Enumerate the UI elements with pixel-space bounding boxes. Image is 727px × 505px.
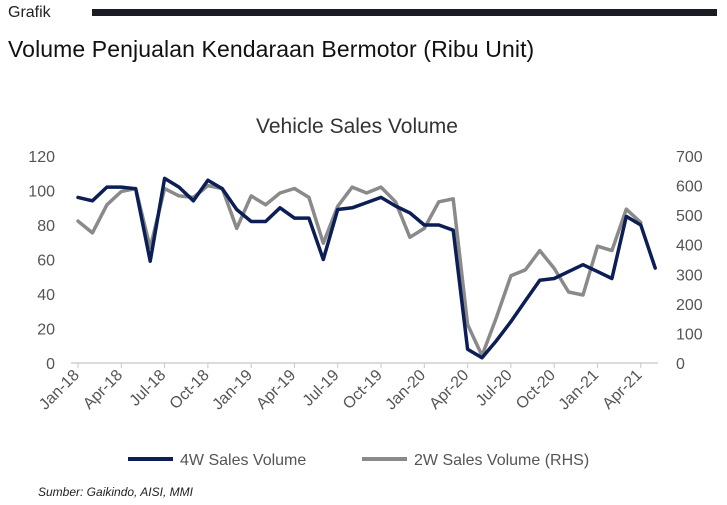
y-left-tick-label: 100: [28, 184, 55, 201]
y-left-ticks: 0 20 40 60 80 100 120: [28, 149, 55, 373]
x-tick-label: Jan-21: [556, 367, 603, 414]
series-line-2w: [76, 183, 643, 358]
y-right-tick-label: 600: [676, 179, 703, 196]
legend-label-4w: 4W Sales Volume: [180, 452, 306, 469]
header-rule: [92, 9, 717, 16]
y-right-tick-label: 300: [676, 267, 703, 284]
y-left-tick-label: 120: [28, 149, 55, 166]
y-left-tick-label: 20: [37, 322, 55, 339]
section-label: Grafik: [8, 4, 51, 21]
y-right-tick-label: 700: [676, 149, 703, 166]
x-tick-label: Jul-20: [473, 367, 516, 410]
y-right-ticks: 0 100 200 300 400 500 600 700: [676, 149, 703, 373]
x-tick-label: Jul-18: [127, 367, 170, 410]
x-tick-label: Apr-18: [80, 367, 126, 413]
series-line-4w: [76, 176, 657, 360]
y-right-tick-label: 200: [676, 297, 703, 314]
y-left-tick-label: 60: [37, 253, 55, 270]
page-title: Volume Penjualan Kendaraan Bermotor (Rib…: [8, 36, 535, 62]
legend-label-2w: 2W Sales Volume (RHS): [414, 452, 589, 469]
x-tick-label: Jan-20: [383, 367, 430, 414]
legend: 4W Sales Volume 2W Sales Volume (RHS): [128, 452, 589, 469]
x-tick-label: Apr-19: [253, 367, 299, 413]
x-tick-label: Jan-18: [36, 367, 83, 414]
x-tick-label: Oct-20: [513, 367, 559, 413]
y-right-tick-label: 0: [676, 356, 685, 373]
chart-title: Vehicle Sales Volume: [256, 115, 458, 138]
source-note: Sumber: Gaikindo, AISI, MMI: [38, 485, 193, 499]
x-tick-label: Oct-18: [167, 367, 213, 413]
x-tick-label: Apr-20: [426, 367, 472, 413]
series-layer: [76, 176, 657, 360]
y-left-tick-label: 40: [37, 287, 55, 304]
y-left-tick-label: 80: [37, 218, 55, 235]
y-right-tick-label: 400: [676, 238, 703, 255]
y-right-tick-label: 100: [676, 326, 703, 343]
x-tick-label: Apr-21: [600, 367, 646, 413]
y-left-tick-label: 0: [46, 356, 55, 373]
x-tick-label: Oct-19: [340, 367, 386, 413]
x-tick-label: Jan-19: [209, 367, 256, 414]
x-tick-label: Jul-19: [300, 367, 343, 410]
y-right-tick-label: 500: [676, 208, 703, 225]
